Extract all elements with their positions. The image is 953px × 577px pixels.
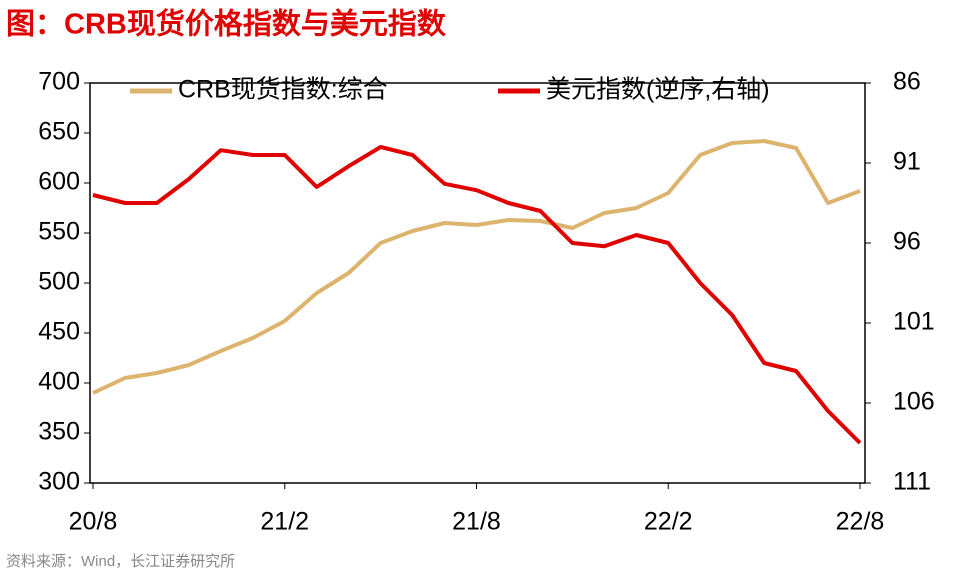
x-tick-label: 21/2 bbox=[260, 508, 309, 536]
y-tick-label: 400 bbox=[38, 368, 80, 396]
y-tick-label: 550 bbox=[38, 218, 80, 246]
y-tick-label: 650 bbox=[38, 118, 80, 146]
series-line bbox=[92, 139, 861, 395]
x-tick-label: 22/8 bbox=[836, 508, 885, 536]
x-tick-label: 20/8 bbox=[69, 508, 118, 536]
legend-label: 美元指数(逆序,右轴) bbox=[546, 76, 770, 104]
y-tick-label: 600 bbox=[38, 168, 80, 196]
y-tick-label: 350 bbox=[38, 418, 80, 446]
source: 资料来源：Wind，长江证券研究所 bbox=[6, 553, 235, 570]
y2-tick-label: 111 bbox=[893, 468, 931, 496]
y-tick-label: 700 bbox=[38, 68, 80, 96]
y2-tick-label: 86 bbox=[893, 68, 921, 96]
y-tick-label: 300 bbox=[38, 468, 80, 496]
y2-tick-label: 96 bbox=[893, 228, 921, 256]
x-tick-label: 22/2 bbox=[644, 508, 693, 536]
y2-tick-label: 101 bbox=[893, 308, 935, 336]
series-line bbox=[92, 145, 862, 445]
y2-tick-label: 106 bbox=[893, 388, 935, 416]
y-tick-label: 450 bbox=[38, 318, 80, 346]
legend-label: CRB现货指数:综合 bbox=[178, 76, 388, 104]
y-tick-label: 500 bbox=[38, 268, 80, 296]
chart-title: 图：CRB现货价格指数与美元指数 bbox=[6, 7, 447, 41]
x-tick-label: 21/8 bbox=[452, 508, 501, 536]
y2-tick-label: 91 bbox=[893, 148, 921, 176]
